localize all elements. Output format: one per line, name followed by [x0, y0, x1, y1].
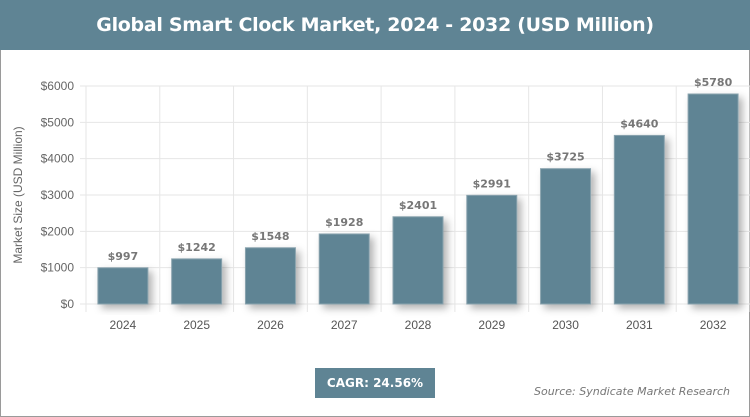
y-tick-label: $6000: [41, 79, 75, 93]
bar-2030: [540, 168, 592, 305]
data-label: $2401: [399, 199, 437, 212]
bar-2028: [392, 216, 444, 305]
data-label: $3725: [546, 151, 584, 164]
data-label: $1548: [251, 230, 289, 243]
y-tick-label: $5000: [41, 115, 75, 129]
chart-title: Global Smart Clock Market, 2024 - 2032 (…: [0, 0, 750, 50]
source-note: Source: Syndicate Market Research: [534, 385, 730, 398]
bar-2032: [687, 93, 739, 305]
x-tick-label: 2031: [626, 318, 653, 332]
bar-2026: [244, 247, 296, 305]
x-tick-label: 2032: [700, 318, 727, 332]
data-label: $1928: [325, 216, 363, 229]
bar-2029: [466, 194, 518, 305]
data-label: $5780: [694, 76, 733, 89]
data-label: $4640: [620, 117, 659, 130]
x-tick-label: 2029: [478, 318, 505, 332]
x-tick-label: 2030: [552, 318, 579, 332]
data-label: $997: [108, 250, 139, 263]
x-tick-label: 2027: [331, 318, 358, 332]
y-tick-label: $0: [61, 297, 75, 311]
x-tick-label: 2028: [405, 318, 432, 332]
x-tick-label: 2024: [110, 318, 137, 332]
y-axis-label: Market Size (USD Million): [11, 126, 25, 263]
bar-2031: [613, 134, 665, 305]
y-tick-label: $1000: [41, 261, 75, 275]
y-tick-label: $3000: [41, 188, 75, 202]
data-label: $2991: [473, 177, 511, 190]
y-tick-label: $2000: [41, 224, 75, 238]
x-tick-label: 2025: [183, 318, 210, 332]
bar-2027: [318, 233, 370, 305]
x-tick-label: 2026: [257, 318, 284, 332]
data-label: $1242: [178, 241, 216, 254]
bar-2024: [97, 267, 149, 305]
cagr-badge: CAGR: 24.56%: [315, 368, 435, 398]
bar-2025: [171, 258, 223, 305]
y-tick-label: $4000: [41, 152, 75, 166]
